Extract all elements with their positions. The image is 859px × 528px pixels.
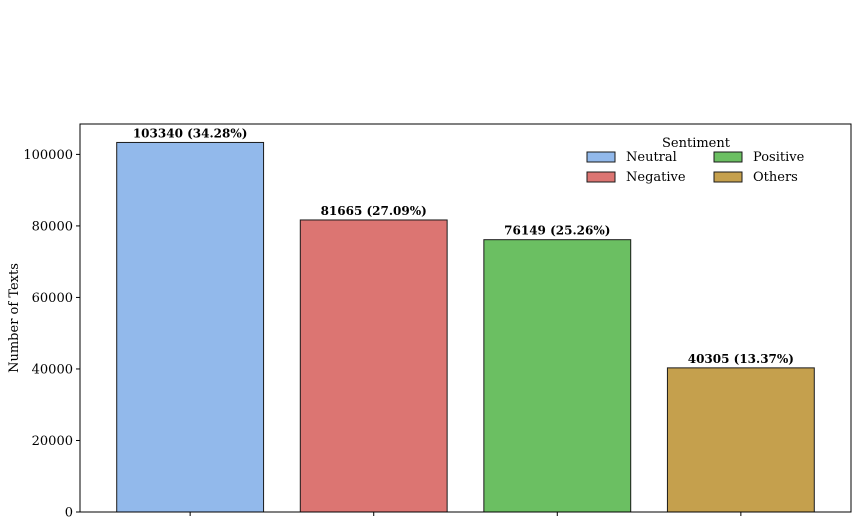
- data-label-positive: 76149 (25.26%): [504, 224, 610, 238]
- y-tick-label: 60000: [32, 291, 73, 306]
- y-tick-label: 40000: [32, 362, 73, 377]
- y-tick-label: 0: [65, 506, 73, 521]
- data-label-neutral: 103340 (34.28%): [133, 126, 248, 140]
- bar-others: [666, 367, 815, 513]
- legend-label-neutral: Neutral: [626, 150, 677, 165]
- y-tick-label: 100000: [23, 148, 73, 163]
- data-label-others: 40305 (13.37%): [688, 352, 794, 366]
- y-tick-label: 20000: [32, 434, 73, 449]
- y-axis-label: Number of Texts: [7, 263, 22, 373]
- legend-swatch-positive: [713, 151, 743, 163]
- bars-layer: [116, 141, 815, 513]
- legend-title: Sentiment: [662, 136, 731, 151]
- data-labels-layer: 103340 (34.28%) 81665 (27.09%) 76149 (25.2…: [133, 126, 794, 365]
- legend-label-positive: Positive: [753, 150, 805, 165]
- legend-swatch-neutral: [586, 151, 616, 163]
- legend-swatch-others: [713, 171, 743, 183]
- plot-frame: [79, 123, 852, 513]
- bar-negative: [299, 219, 448, 513]
- legend-swatch-negative: [586, 171, 616, 183]
- y-tick-label: 80000: [32, 219, 73, 234]
- bar-neutral: [116, 141, 265, 513]
- bar-positive: [483, 239, 632, 513]
- legend-label-negative: Negative: [626, 170, 686, 185]
- legend-label-others: Others: [753, 170, 798, 185]
- axes-layer: 0 20000 40000 60000 80000 100000 Number of Tex…: [7, 123, 852, 521]
- data-label-negative: 81665 (27.09%): [321, 204, 427, 218]
